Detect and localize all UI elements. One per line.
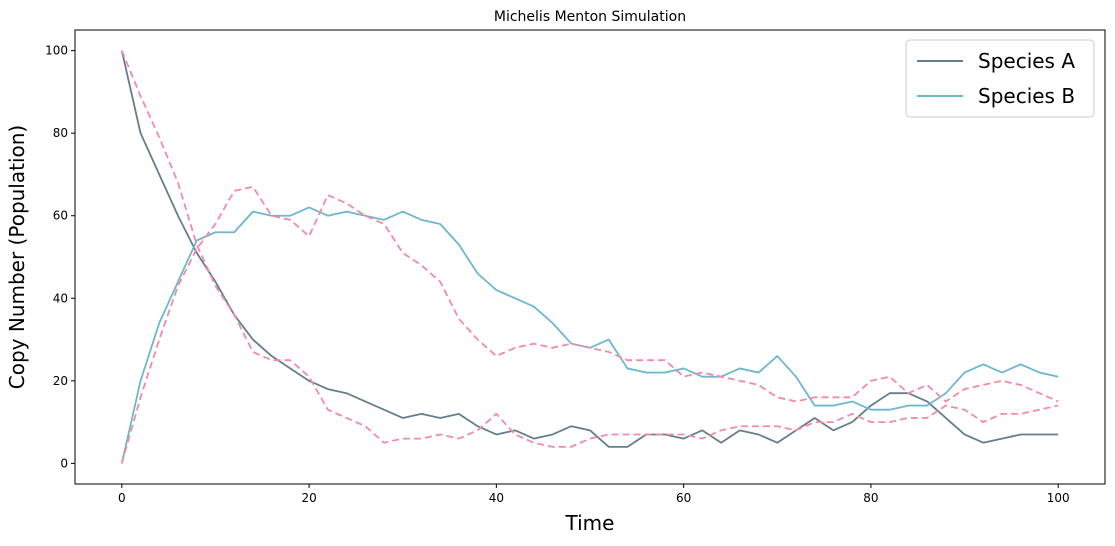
y-tick-label: 60: [53, 209, 68, 223]
x-tick-label: 100: [1047, 491, 1070, 505]
series-lines: [120, 50, 1059, 464]
series-line-dashed-2: [120, 50, 1059, 448]
chart-title: Michelis Menton Simulation: [494, 9, 686, 25]
legend-label-species-a: Species A: [978, 49, 1075, 73]
plot-frame: [74, 29, 1106, 485]
x-axis-label: Time: [565, 511, 615, 535]
y-axis-ticks: 0 20 40 60 80 100: [45, 44, 75, 470]
x-tick-label: 20: [301, 491, 316, 505]
x-tick-label: 40: [489, 491, 504, 505]
legend: Species A Species B: [905, 39, 1095, 118]
series-line-species-b: [120, 206, 1059, 464]
series-line-dashed-3: [120, 185, 1059, 464]
y-tick-label: 20: [53, 374, 68, 388]
x-tick-label: 60: [676, 491, 691, 505]
x-axis-ticks: 0 20 40 60 80 100: [118, 484, 1070, 505]
y-axis-label: Copy Number (Population): [5, 125, 29, 389]
x-tick-label: 0: [118, 491, 126, 505]
y-tick-label: 100: [45, 44, 68, 58]
legend-box: [905, 39, 1095, 118]
x-tick-label: 80: [863, 491, 878, 505]
y-tick-label: 0: [60, 456, 68, 470]
y-tick-label: 80: [53, 126, 68, 140]
legend-label-species-b: Species B: [978, 84, 1075, 108]
y-tick-label: 40: [53, 291, 68, 305]
